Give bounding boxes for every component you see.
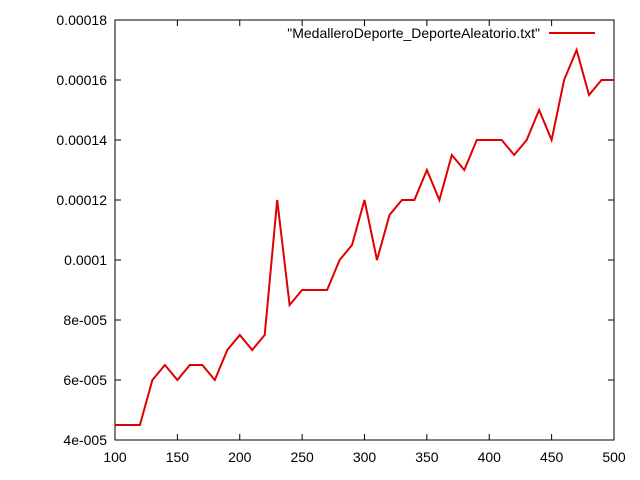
plot-frame	[114, 19, 615, 441]
y-tick-label: 0.00014	[56, 132, 107, 148]
x-tick-label: 400	[478, 449, 502, 465]
series-line-0	[115, 46, 614, 426]
y-tick-label: 8e-005	[63, 312, 107, 328]
y-tick-label: 4e-005	[63, 432, 107, 448]
y-tick-label: 0.0001	[64, 252, 107, 268]
y-tick-label: 0.00016	[56, 72, 107, 88]
legend: "MedalleroDeporte_DeporteAleatorio.txt"	[287, 25, 595, 41]
y-axis: 4e-005 6e-005 8e-005 0.0001 0.00012 0.00014 0.…	[56, 12, 614, 448]
x-tick-label: 100	[103, 449, 127, 465]
legend-label: "MedalleroDeporte_DeporteAleatorio.txt"	[287, 25, 540, 41]
x-tick-label: 300	[353, 449, 377, 465]
x-tick-label: 250	[290, 449, 314, 465]
x-tick-label: 150	[166, 449, 190, 465]
x-tick-label: 350	[415, 449, 439, 465]
x-tick-label: 450	[540, 449, 564, 465]
series-layer	[115, 46, 614, 426]
y-tick-label: 6e-005	[63, 372, 107, 388]
x-axis: 100 150 200 250 300 350 400 450 500	[103, 20, 626, 465]
x-tick-label: 500	[602, 449, 626, 465]
x-tick-label: 200	[228, 449, 252, 465]
y-tick-label: 0.00012	[56, 192, 107, 208]
y-tick-label: 0.00018	[56, 12, 107, 28]
